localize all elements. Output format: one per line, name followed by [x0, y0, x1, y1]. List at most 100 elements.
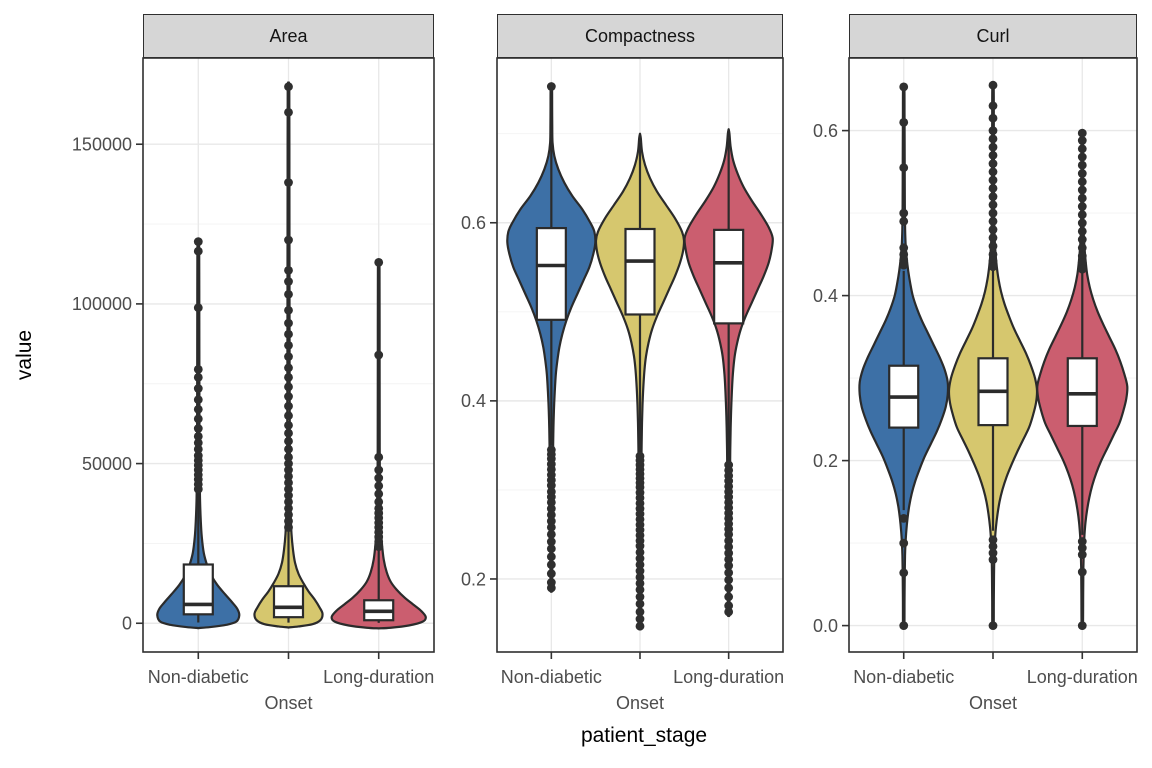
outlier-point: [193, 444, 203, 454]
outliers-compactness-onset: [635, 451, 645, 631]
outlier-point: [546, 516, 556, 526]
outlier-point: [899, 208, 909, 218]
outlier-point: [546, 583, 556, 593]
outlier-point: [284, 452, 293, 462]
y-tick-label: 0.4: [813, 286, 838, 306]
outlier-point: [724, 542, 734, 552]
outlier-point: [988, 233, 998, 243]
outlier-point: [635, 572, 645, 582]
y-tick-label: 0.0: [813, 616, 838, 636]
outlier-point: [1077, 193, 1087, 203]
outlier-point: [988, 262, 998, 272]
outlier-point: [284, 484, 293, 494]
outlier-point: [988, 542, 998, 551]
outlier-point: [193, 424, 203, 433]
outlier-point: [988, 126, 998, 135]
outlier-point: [1077, 185, 1087, 195]
outlier-point: [988, 216, 998, 226]
outlier-point: [988, 150, 998, 160]
outlier-point: [988, 142, 998, 152]
outlier-point: [1077, 177, 1087, 187]
outlier-point: [546, 510, 556, 520]
outlier-point: [193, 395, 203, 405]
outlier-point: [546, 481, 556, 490]
outlier-point: [899, 163, 909, 173]
outlier-point: [988, 555, 998, 564]
outlier-point: [546, 537, 556, 546]
outlier-point: [374, 503, 384, 513]
outlier-point: [988, 134, 998, 144]
outlier-point: [988, 200, 998, 210]
outlier-point: [284, 318, 293, 328]
outlier-point: [724, 555, 734, 564]
outlier-point: [1077, 218, 1087, 228]
outlier-point: [284, 401, 293, 411]
facet-panel-curl: 0.0 0.2 0.4 0.6 Non-diabetic Onset Long-durati…: [813, 57, 1138, 713]
outlier-point: [1077, 543, 1087, 553]
outliers-curl-long-duration: [1077, 128, 1087, 630]
outlier-point: [1077, 226, 1087, 236]
outlier-point: [899, 216, 909, 226]
outlier-point: [724, 536, 734, 546]
outlier-point: [724, 607, 734, 617]
outlier-point: [899, 514, 909, 523]
y-tick-label: 0.2: [461, 569, 486, 589]
y-tick-label: 0.6: [813, 121, 838, 141]
outlier-point: [546, 560, 556, 570]
outlier-point: [635, 614, 645, 624]
outlier-point: [1077, 258, 1087, 267]
outlier-point: [284, 305, 293, 315]
outlier-point: [284, 266, 293, 275]
outlier-point: [284, 516, 293, 526]
y-tick-label: 0.4: [461, 391, 486, 411]
outlier-point: [284, 277, 293, 286]
facet-strip-label: Area: [269, 25, 308, 46]
box-compactness-long-duration: [713, 228, 745, 325]
outlier-point: [988, 621, 998, 630]
outlier-point: [988, 113, 998, 123]
outlier-point: [193, 438, 203, 448]
outlier-point: [284, 503, 293, 513]
outlier-point: [635, 554, 645, 563]
outlier-point: [988, 192, 998, 202]
facet-panel-compactness: 0.2 0.4 0.6 Non-diabetic Onset Long-duration: [461, 57, 784, 713]
x-category-label: Non-diabetic: [853, 667, 954, 687]
outlier-point: [284, 392, 293, 401]
y-tick-label: 150000: [72, 135, 132, 155]
outlier-point: [284, 436, 293, 446]
outliers-compactness-non-diabetic: [546, 82, 556, 593]
outlier-point: [988, 535, 998, 545]
outlier-point: [284, 459, 293, 468]
x-category-label: Onset: [616, 693, 664, 713]
outlier-point: [635, 607, 645, 617]
outlier-point: [284, 329, 293, 339]
outlier-point: [374, 452, 384, 462]
outlier-point: [1077, 210, 1087, 220]
outlier-point: [724, 583, 734, 593]
outlier-point: [1077, 128, 1087, 138]
outlier-point: [284, 491, 293, 500]
outlier-point: [1077, 152, 1087, 162]
outlier-point: [635, 541, 645, 551]
outliers-compactness-long-duration: [724, 460, 734, 617]
outlier-point: [284, 82, 293, 92]
outlier-point: [546, 498, 556, 507]
outlier-point: [635, 621, 645, 631]
y-tick-label: 0.6: [461, 213, 486, 233]
outlier-point: [284, 289, 293, 299]
outlier-point: [546, 544, 556, 554]
outlier-point: [284, 352, 293, 361]
x-category-label: Long-duration: [673, 667, 784, 687]
outliers-curl-non-diabetic: [899, 82, 909, 630]
outlier-point: [193, 246, 203, 256]
outlier-point: [988, 548, 998, 558]
facet-panel-area: 0 50000 100000 150000 Non-diabetic Onset Long-…: [72, 57, 435, 713]
outlier-point: [635, 560, 645, 570]
outlier-point: [724, 601, 734, 611]
box-area-non-diabetic: [182, 563, 214, 616]
outlier-point: [193, 365, 203, 374]
outlier-point: [284, 411, 293, 421]
outlier-point: [193, 432, 203, 441]
